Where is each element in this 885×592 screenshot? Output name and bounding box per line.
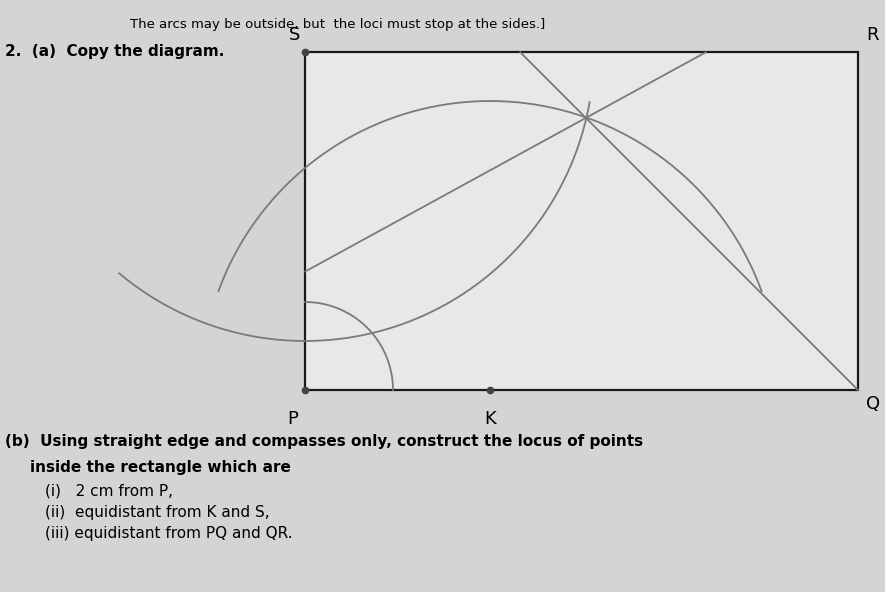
Text: Q: Q — [866, 395, 880, 413]
Text: 2.  (a)  Copy the diagram.: 2. (a) Copy the diagram. — [5, 44, 225, 59]
Text: (ii)  equidistant from K and S,: (ii) equidistant from K and S, — [45, 505, 270, 520]
Bar — [305, 52, 858, 390]
Text: (iii) equidistant from PQ and QR.: (iii) equidistant from PQ and QR. — [45, 526, 293, 541]
Text: The arcs may be outside, but  the loci must stop at the sides.]: The arcs may be outside, but the loci mu… — [130, 18, 545, 31]
Text: P: P — [288, 410, 298, 428]
Text: inside the rectangle which are: inside the rectangle which are — [30, 460, 291, 475]
Text: (i)   2 cm from P,: (i) 2 cm from P, — [45, 484, 173, 499]
Text: R: R — [866, 26, 879, 44]
Text: K: K — [484, 410, 496, 428]
Text: S: S — [289, 26, 300, 44]
Text: (b)  Using straight edge and compasses only, construct the locus of points: (b) Using straight edge and compasses on… — [5, 434, 643, 449]
